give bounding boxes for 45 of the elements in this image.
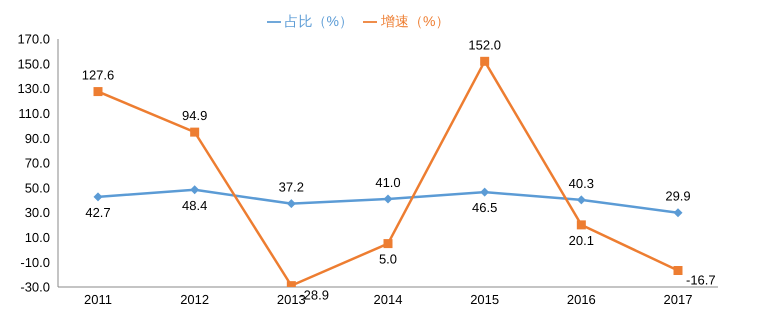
- point: [576, 220, 586, 230]
- y-tick-label: -30.0: [20, 280, 50, 295]
- y-tick-label: 170.0: [17, 32, 50, 47]
- point: [480, 56, 490, 66]
- point: [384, 239, 392, 248]
- data-label: 20.1: [568, 232, 594, 248]
- y-tick-label: 110.0: [18, 106, 50, 122]
- point: [94, 192, 102, 202]
- x-tick-label: 2012: [180, 292, 210, 308]
- legend-label: 增速（%）: [381, 13, 450, 29]
- data-label: 37.2: [278, 180, 304, 195]
- data-label: 29.9: [665, 188, 691, 204]
- point: [94, 87, 102, 96]
- point: [674, 208, 682, 218]
- point: [480, 188, 490, 197]
- y-tick-label: 70.0: [24, 156, 50, 171]
- data-label: 127.6: [82, 68, 114, 83]
- data-label: 42.7: [85, 204, 111, 220]
- point: [190, 128, 200, 137]
- data-label: -16.7: [686, 272, 716, 288]
- y-tick-label: 150.0: [17, 56, 50, 72]
- point: [674, 266, 682, 276]
- x-tick-label: 2016: [566, 292, 596, 308]
- data-label: 46.5: [472, 200, 498, 216]
- point: [286, 199, 296, 208]
- y-tick-label: -10.0: [20, 254, 50, 270]
- data-label: 152.0: [468, 37, 501, 52]
- x-tick-label: 2017: [664, 292, 692, 308]
- y-tick-label: 30.0: [24, 205, 50, 220]
- y-tick-label: 130.0: [17, 81, 50, 96]
- y-tick-label: 90.0: [24, 130, 50, 146]
- legend-label: 占比（%）: [284, 13, 353, 29]
- data-label: 94.9: [182, 108, 208, 124]
- data-label: 41.0: [375, 174, 401, 190]
- point: [384, 194, 392, 204]
- data-label: 40.3: [568, 176, 594, 191]
- point: [190, 185, 200, 194]
- data-label: 48.4: [182, 198, 208, 213]
- x-tick-label: 2014: [374, 292, 402, 308]
- point: [576, 195, 586, 204]
- x-tick-label: 2015: [470, 292, 500, 308]
- y-tick-label: 10.0: [24, 230, 50, 246]
- data-label: 5.0: [378, 252, 398, 267]
- x-tick-label: 2011: [84, 292, 112, 308]
- y-tick-label: 50.0: [24, 180, 50, 196]
